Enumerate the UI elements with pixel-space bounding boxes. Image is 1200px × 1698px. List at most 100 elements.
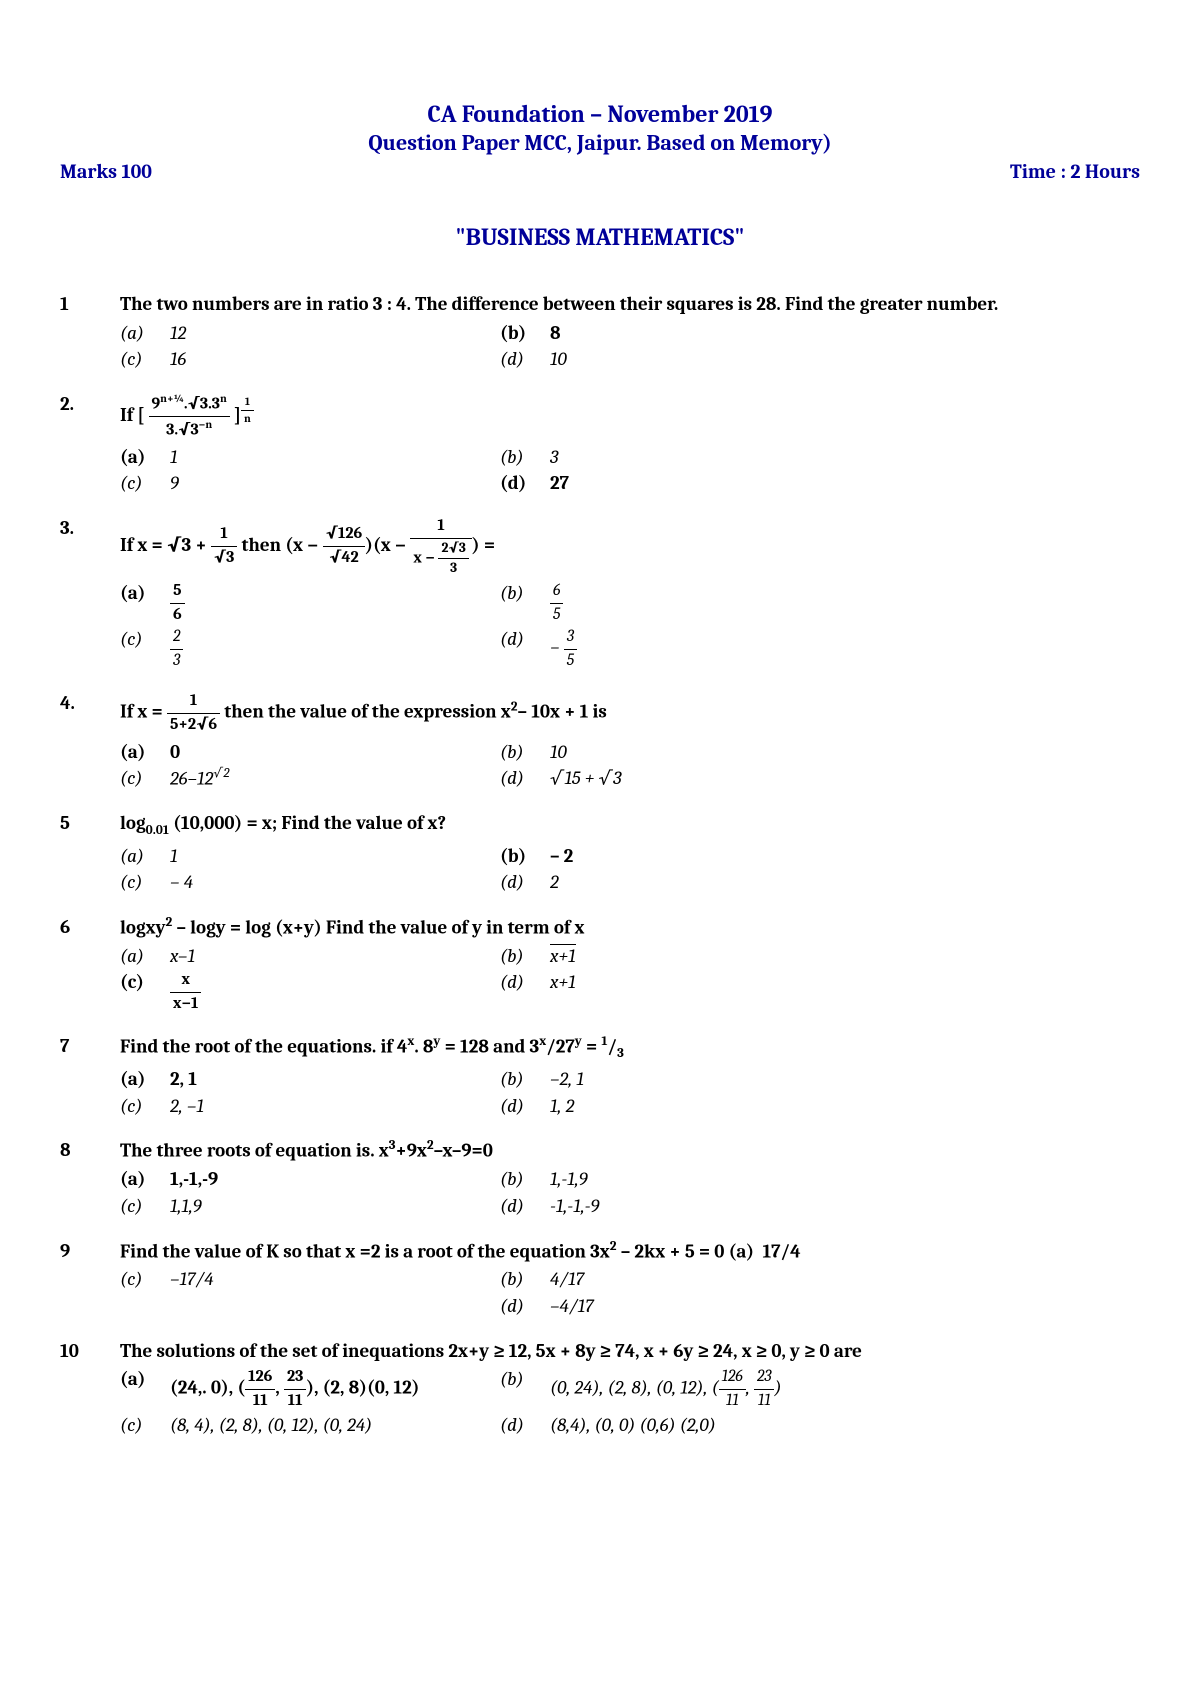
option-label: (c) <box>120 626 170 672</box>
option-b: (b)65 <box>500 580 880 626</box>
option-label: (a) <box>120 1366 170 1412</box>
option-value: 12 <box>170 320 186 347</box>
option-b: (b)3 <box>500 444 880 471</box>
option-label: (c) <box>120 1093 170 1120</box>
option-label: (b) <box>500 1366 550 1412</box>
question: 8The three roots of equation is. x3+9x2–… <box>60 1137 1140 1219</box>
option-c: (c)(8, 4), (2, 8), (0, 12), (0, 24) <box>120 1412 500 1439</box>
option-a: (a)1 <box>120 444 500 471</box>
option-label: (b) <box>500 320 550 347</box>
question: 10The solutions of the set of inequation… <box>60 1338 1140 1439</box>
option-c: (c)26–12√2 <box>120 765 500 792</box>
option-a: (a)1 <box>120 843 500 870</box>
option-label: (b) <box>500 943 550 970</box>
option-a: (a)0 <box>120 739 500 766</box>
option-c: (c)xx−1 <box>120 969 500 1015</box>
option-value: 1 <box>170 444 178 471</box>
option-c: (c)–17/4 <box>120 1266 500 1293</box>
question-body: If [ 9n+¼.√3.3n3.√3−n ]1n(a)1(c)9(b)3(d)… <box>120 391 1140 497</box>
question-body: logxy2 – logy = log (x+y) Find the value… <box>120 914 1140 1016</box>
option-c: (c)16 <box>120 346 500 373</box>
option-value: – 4 <box>170 869 193 896</box>
section-title: "BUSINESS MATHEMATICS" <box>60 223 1140 251</box>
option-value: 1 <box>170 843 178 870</box>
option-value: 2, –1 <box>170 1093 204 1120</box>
option-label: (c) <box>120 1266 170 1293</box>
option-value: 26–12√2 <box>170 765 229 792</box>
option-a: (a)12 <box>120 320 500 347</box>
option-label: (d) <box>500 869 550 896</box>
options: (a)1(c)9(b)3(d)27 <box>120 444 1140 497</box>
option-label: (d) <box>500 470 550 497</box>
option-value: x+1 <box>550 943 576 970</box>
option-label: (c) <box>120 765 170 792</box>
option-b: (b)1,-1,9 <box>500 1166 880 1193</box>
question-text: If x = 15+2√6 then the value of the expr… <box>120 690 1140 736</box>
option-c: (c)1,1,9 <box>120 1193 500 1220</box>
question-body: Find the value of K so that x =2 is a ro… <box>120 1238 1140 1320</box>
options: (a)x–1(c)xx−1(b)x+1(d)x+1 <box>120 943 1140 1016</box>
option-c: (c)23 <box>120 626 500 672</box>
option-value: − 35 <box>550 626 577 672</box>
question-text: Find the root of the equations. if 4x. 8… <box>120 1033 1140 1064</box>
option-value: x–1 <box>170 943 195 970</box>
option-value: 1,1,9 <box>170 1193 202 1220</box>
question: 1The two numbers are in ratio 3 : 4. The… <box>60 291 1140 373</box>
option-label: (c) <box>120 969 170 1015</box>
option-value: (8, 4), (2, 8), (0, 12), (0, 24) <box>170 1412 372 1439</box>
question-text: If x = √3 + 1√3 then (x − √126√42)(x − 1… <box>120 515 1140 578</box>
option-d: (d)2 <box>500 869 880 896</box>
questions-container: 1The two numbers are in ratio 3 : 4. The… <box>60 291 1140 1439</box>
option-label: (a) <box>120 943 170 970</box>
option-value: (0, 24), (2, 8), (0, 12), (12611, 2311) <box>550 1366 782 1412</box>
option-b: (b)x+1 <box>500 943 880 970</box>
option-value: 9 <box>170 470 179 497</box>
option-d: (d)√15 + √3 <box>500 765 880 792</box>
option-value: 16 <box>170 346 186 373</box>
question-body: If x = 15+2√6 then the value of the expr… <box>120 690 1140 792</box>
option-c: (c)9 <box>120 470 500 497</box>
option-b: (b)– 2 <box>500 843 880 870</box>
marks-label: Marks 100 <box>60 160 152 183</box>
question: 6logxy2 – logy = log (x+y) Find the valu… <box>60 914 1140 1016</box>
option-label: (c) <box>120 470 170 497</box>
question: 4.If x = 15+2√6 then the value of the ex… <box>60 690 1140 792</box>
option-label: (d) <box>500 969 550 996</box>
option-label: (b) <box>500 444 550 471</box>
option-a: (a)56 <box>120 580 500 626</box>
option-value: 65 <box>550 580 563 626</box>
option-label: (d) <box>500 765 550 792</box>
option-d: (d)(8,4), (0, 0) (0,6) (2,0) <box>500 1412 880 1439</box>
option-label: (b) <box>500 1166 550 1193</box>
option-a: (a)x–1 <box>120 943 500 970</box>
options: (a)2, 1(c)2, –1(b)–2, 1(d)1, 2 <box>120 1066 1140 1119</box>
option-label: (c) <box>120 1412 170 1439</box>
option-label: (d) <box>500 1412 550 1439</box>
option-label: (a) <box>120 444 170 471</box>
options: (a)0(c)26–12√2(b)10(d)√15 + √3 <box>120 739 1140 793</box>
question-number: 1 <box>60 291 120 373</box>
options: (a)56(c)23(b)65(d)− 35 <box>120 580 1140 672</box>
option-label: (b) <box>500 739 550 766</box>
question: 3.If x = √3 + 1√3 then (x − √126√42)(x −… <box>60 515 1140 672</box>
question-body: Find the root of the equations. if 4x. 8… <box>120 1033 1140 1119</box>
option-value: 10 <box>550 346 567 373</box>
option-label: (d) <box>500 1193 550 1220</box>
option-value: 27 <box>550 470 569 497</box>
page-header: CA Foundation – November 2019 Question P… <box>60 100 1140 183</box>
time-label: Time : 2 Hours <box>1010 160 1140 183</box>
option-a: (a)(24,. 0), (12611, 2311), (2, 8)(0, 12… <box>120 1366 500 1412</box>
option-value: –2, 1 <box>550 1066 584 1093</box>
question-number: 10 <box>60 1338 120 1439</box>
option-value: 1,-1,9 <box>550 1166 588 1193</box>
option-label: (b) <box>500 1266 550 1293</box>
option-d: (d)x+1 <box>500 969 880 996</box>
option-value: -1,-1,-9 <box>550 1193 599 1220</box>
option-label: (c) <box>120 869 170 896</box>
option-d: (d)27 <box>500 470 880 497</box>
option-b: (b)(0, 24), (2, 8), (0, 12), (12611, 231… <box>500 1366 880 1412</box>
option-c: (c)– 4 <box>120 869 500 896</box>
question: 7Find the root of the equations. if 4x. … <box>60 1033 1140 1119</box>
question-body: The three roots of equation is. x3+9x2–x… <box>120 1137 1140 1219</box>
question-text: The three roots of equation is. x3+9x2–x… <box>120 1137 1140 1164</box>
